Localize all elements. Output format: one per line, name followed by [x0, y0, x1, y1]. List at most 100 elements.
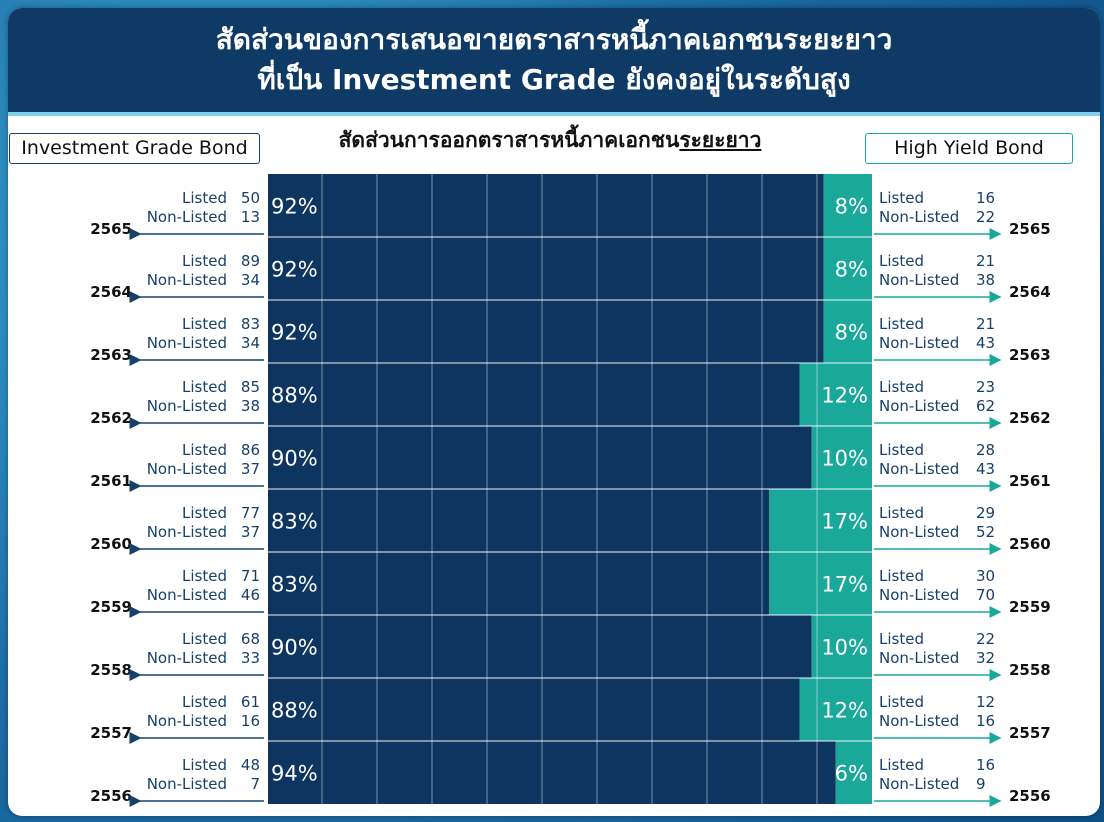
ig-percent-label-2560: 83% [271, 510, 318, 534]
hy-non-listed-label: Non-Listed [879, 712, 959, 730]
ig-listed-label: Listed [182, 315, 227, 333]
chart-title-underlined: ระยะยาว [679, 128, 762, 152]
ig-year-label-2556: 2556 [90, 787, 132, 805]
hy-non-listed-label: Non-Listed [879, 397, 959, 415]
bar-investment-grade-2561 [268, 426, 812, 489]
ig-non-listed-count: 37 [241, 523, 260, 541]
hy-non-listed-count: 16 [976, 712, 995, 730]
hy-percent-label-2564: 8% [835, 258, 868, 282]
hy-year-label-2563: 2563 [1009, 346, 1051, 364]
hy-listed-count: 16 [976, 756, 995, 774]
ig-listed-count: 83 [241, 315, 260, 333]
ig-listed-count: 48 [241, 756, 260, 774]
ig-percent-label-2562: 88% [271, 384, 318, 408]
hy-year-label-2565: 2565 [1009, 220, 1051, 238]
ig-year-label-2558: 2558 [90, 661, 132, 679]
hy-year-label-2562: 2562 [1009, 409, 1051, 427]
ig-listed-count: 89 [241, 252, 260, 270]
hy-listed-label: Listed [879, 693, 924, 711]
hy-listed-count: 29 [976, 504, 995, 522]
ig-percent-label-2563: 92% [271, 321, 318, 345]
hy-listed-count: 30 [976, 567, 995, 585]
ig-percent-label-2561: 90% [271, 447, 318, 471]
bar-high-yield-2558 [811, 615, 872, 678]
hy-non-listed-count: 43 [976, 334, 995, 352]
bar-high-yield-2560 [769, 489, 872, 552]
bar-investment-grade-2559 [268, 552, 770, 615]
ig-year-label-2560: 2560 [90, 535, 132, 553]
bar-high-yield-2557 [799, 678, 872, 741]
hy-non-listed-label: Non-Listed [879, 271, 959, 289]
hy-non-listed-label: Non-Listed [879, 523, 959, 541]
ig-non-listed-label: Non-Listed [147, 397, 227, 415]
hy-year-label-2560: 2560 [1009, 535, 1051, 553]
bar-investment-grade-2565 [268, 174, 824, 237]
ig-listed-count: 50 [241, 189, 260, 207]
banner-title-line2: ที่เป็น Investment Grade ยังคงอยู่ในระดั… [257, 63, 851, 96]
ig-percent-label-2565: 92% [271, 195, 318, 219]
ig-year-label-2565: 2565 [90, 220, 132, 238]
hy-listed-count: 21 [976, 252, 995, 270]
bar-high-yield-2563 [823, 300, 872, 363]
hy-percent-label-2556: 6% [835, 762, 868, 786]
ig-listed-count: 85 [241, 378, 260, 396]
ig-listed-label: Listed [182, 189, 227, 207]
ig-listed-label: Listed [182, 630, 227, 648]
hy-percent-label-2560: 17% [821, 510, 868, 534]
ig-listed-count: 77 [241, 504, 260, 522]
ig-non-listed-count: 13 [241, 208, 260, 226]
ig-percent-label-2556: 94% [271, 762, 318, 786]
hy-year-label-2558: 2558 [1009, 661, 1051, 679]
ig-listed-label: Listed [182, 693, 227, 711]
hy-non-listed-count: 62 [976, 397, 995, 415]
hy-year-label-2561: 2561 [1009, 472, 1051, 490]
bar-high-yield-2564 [823, 237, 872, 300]
hy-non-listed-label: Non-Listed [879, 649, 959, 667]
ig-non-listed-count: 38 [241, 397, 260, 415]
ig-percent-label-2564: 92% [271, 258, 318, 282]
hy-non-listed-count: 70 [976, 586, 995, 604]
ig-non-listed-label: Non-Listed [147, 208, 227, 226]
hy-non-listed-label: Non-Listed [879, 586, 959, 604]
ig-non-listed-label: Non-Listed [147, 712, 227, 730]
ig-listed-label: Listed [182, 567, 227, 585]
ig-non-listed-label: Non-Listed [147, 334, 227, 352]
hy-year-label-2556: 2556 [1009, 787, 1051, 805]
ig-non-listed-count: 7 [250, 775, 260, 793]
hy-percent-label-2563: 8% [835, 321, 868, 345]
bar-investment-grade-2560 [268, 489, 770, 552]
hy-listed-label: Listed [879, 504, 924, 522]
ig-non-listed-label: Non-Listed [147, 775, 227, 793]
ig-listed-count: 86 [241, 441, 260, 459]
ig-year-label-2561: 2561 [90, 472, 132, 490]
ig-percent-label-2557: 88% [271, 699, 318, 723]
hy-listed-label: Listed [879, 441, 924, 459]
bar-high-yield-2565 [823, 174, 872, 237]
ig-year-label-2557: 2557 [90, 724, 132, 742]
ig-listed-label: Listed [182, 756, 227, 774]
ig-non-listed-label: Non-Listed [147, 586, 227, 604]
bar-investment-grade-2557 [268, 678, 800, 741]
bar-investment-grade-2558 [268, 615, 812, 678]
ig-non-listed-count: 46 [241, 586, 260, 604]
hy-listed-count: 22 [976, 630, 995, 648]
ig-listed-count: 68 [241, 630, 260, 648]
ig-non-listed-count: 33 [241, 649, 260, 667]
ig-percent-label-2558: 90% [271, 636, 318, 660]
hy-year-label-2557: 2557 [1009, 724, 1051, 742]
hy-year-label-2564: 2564 [1009, 283, 1051, 301]
bar-high-yield-2559 [769, 552, 872, 615]
hy-non-listed-count: 32 [976, 649, 995, 667]
ig-non-listed-count: 34 [241, 271, 260, 289]
hy-non-listed-count: 38 [976, 271, 995, 289]
ig-non-listed-count: 16 [241, 712, 260, 730]
hy-listed-label: Listed [879, 189, 924, 207]
ig-non-listed-label: Non-Listed [147, 523, 227, 541]
chart-title-plain: สัดส่วนการออกตราสารหนี้ภาคเอกชน [338, 128, 680, 152]
hy-year-label-2559: 2559 [1009, 598, 1051, 616]
chart-title: สัดส่วนการออกตราสารหนี้ภาคเอกชนระยะยาว [270, 124, 830, 157]
ig-year-label-2563: 2563 [90, 346, 132, 364]
ig-listed-label: Listed [182, 378, 227, 396]
hy-listed-label: Listed [879, 630, 924, 648]
hy-percent-label-2558: 10% [821, 636, 868, 660]
